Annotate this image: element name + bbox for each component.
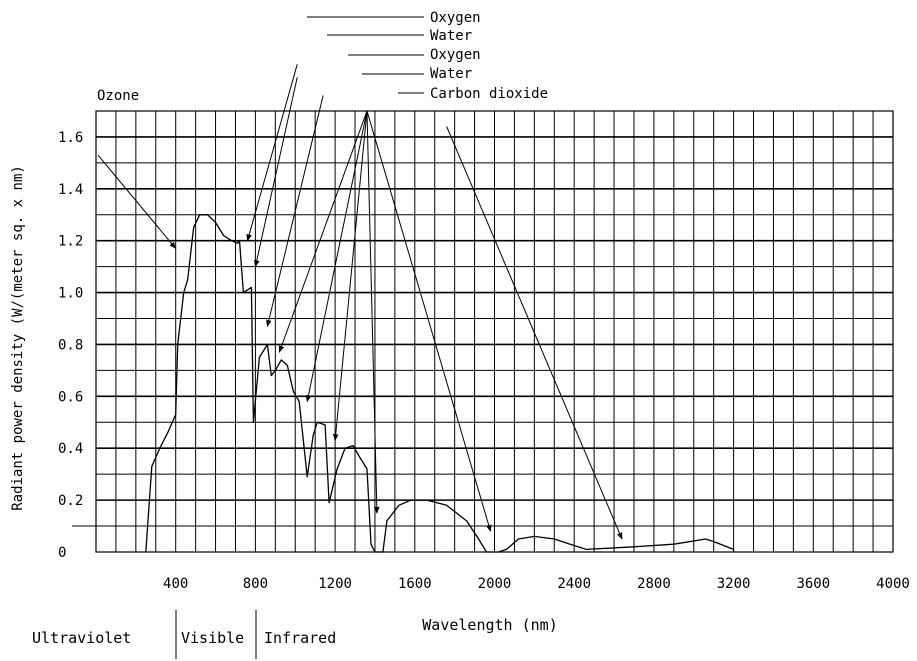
region-visible: Visible: [181, 629, 244, 647]
x-tick-labels: 400 800 1200 1600 2000 2400 2800 3200 3600 4000: [163, 576, 910, 592]
y-tick-label: 0.4: [58, 441, 83, 457]
y-tick-labels: 0 0.2 0.4 0.6 0.8 1.0 1.2 1.4 1.6: [58, 130, 83, 561]
y-tick-label: 1.6: [58, 130, 83, 146]
region-ultraviolet: Ultraviolet: [32, 629, 131, 647]
legend-label-water-2: Water: [430, 66, 472, 82]
legend-label-oxygen-2: Oxygen: [430, 47, 481, 63]
chart-grid: [96, 111, 893, 552]
x-tick-label: 400: [163, 576, 188, 592]
y-tick-label: 1.2: [58, 234, 83, 250]
x-tick-label: 800: [243, 576, 268, 592]
legend-label-oxygen: Oxygen: [430, 10, 481, 26]
x-tick-label: 2800: [637, 576, 671, 592]
region-infrared: Infrared: [264, 629, 336, 647]
x-axis-label: Wavelength (nm): [422, 616, 557, 634]
y-tick-label: 0: [58, 545, 66, 561]
absorption-arrow: [446, 126, 623, 540]
y-tick-label: 0.8: [58, 337, 83, 353]
spectrum-line: [145, 214, 734, 553]
legend-label-water: Water: [430, 28, 472, 44]
absorption-arrow: [278, 110, 368, 353]
x-tick-label: 2400: [557, 576, 591, 592]
y-tick-label: 1.0: [58, 286, 83, 302]
y-tick-label: 0.2: [58, 493, 83, 509]
legend-label-carbon-dioxide: Carbon dioxide: [430, 86, 548, 102]
ozone-label: Ozone: [97, 88, 139, 104]
absorption-arrow: [246, 64, 298, 242]
absorption-arrow: [97, 154, 177, 250]
x-tick-label: 1600: [398, 576, 432, 592]
y-axis-label: Radiant power density (W/(meter sq. x nm…: [10, 165, 26, 511]
y-tick-label: 1.4: [58, 182, 83, 198]
x-tick-label: 3200: [717, 576, 751, 592]
absorption-arrow: [254, 77, 298, 268]
absorption-arrow: [366, 110, 492, 532]
absorption-arrow: [266, 95, 324, 327]
x-tick-label: 2000: [478, 576, 512, 592]
x-tick-label: 4000: [876, 576, 910, 592]
y-tick-label: 0.6: [58, 389, 83, 405]
absorption-arrow: [332, 110, 368, 442]
spectrum-regions: Ultraviolet Visible Infrared: [32, 610, 336, 659]
series-group: [145, 214, 734, 553]
legend-labels: Oxygen Water Oxygen Water Carbon dioxide: [307, 10, 548, 102]
annotation-arrows: [97, 64, 623, 540]
x-tick-label: 3600: [796, 576, 830, 592]
x-tick-label: 1200: [318, 576, 352, 592]
absorption-arrow: [366, 110, 380, 514]
absorption-arrow: [305, 110, 368, 403]
